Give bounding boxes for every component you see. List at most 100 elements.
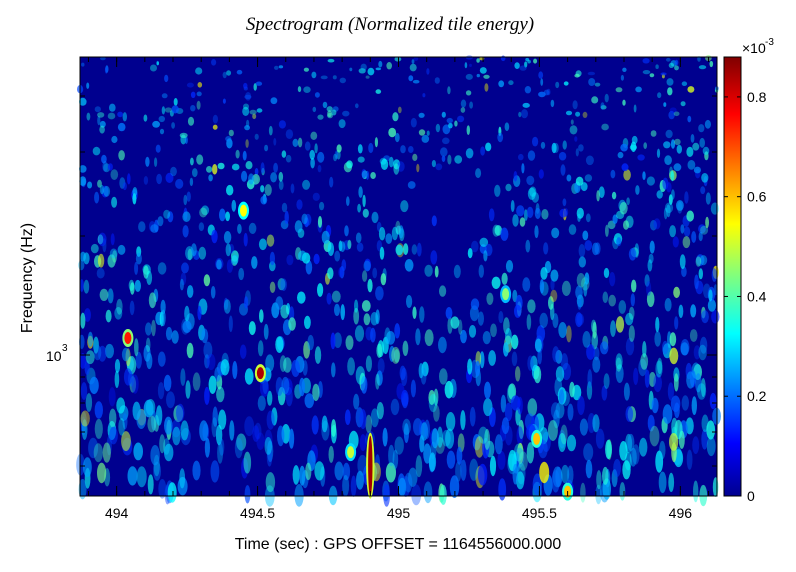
spectrogram-tile xyxy=(415,455,423,478)
spectrogram-tile xyxy=(376,343,383,358)
spectrogram-tile xyxy=(212,114,218,124)
spectrogram-tile xyxy=(604,93,609,103)
x-tick-label: 494.5 xyxy=(240,505,275,521)
spectrogram-tile xyxy=(594,82,601,87)
spectrogram-tile xyxy=(501,417,510,435)
spectrogram-tile xyxy=(412,79,420,84)
spectrogram-tile xyxy=(171,330,179,344)
spectrogram-tile xyxy=(711,310,720,324)
spectrogram-tile xyxy=(158,115,165,123)
spectrogram-tile xyxy=(485,142,492,152)
spectrogram-tile xyxy=(555,366,565,382)
spectrogram-tile xyxy=(380,273,387,286)
spectrogram-tile xyxy=(278,120,286,129)
spectrogram-tile xyxy=(226,184,234,196)
spectrogram-tile xyxy=(707,299,717,312)
spectrogram-tile xyxy=(702,146,710,155)
spectrogram-tile xyxy=(584,240,593,251)
spectrogram-tile xyxy=(601,385,608,401)
spectrogram-tile xyxy=(291,359,300,377)
spectrogram-tile xyxy=(386,61,393,70)
spectrogram-tile xyxy=(445,307,453,319)
spectrogram-tile xyxy=(561,362,572,381)
spectrogram-tile xyxy=(396,383,405,400)
spectrogram-tile xyxy=(674,316,679,330)
spectrogram-tile xyxy=(686,371,695,389)
spectrogram-tile xyxy=(195,67,203,75)
spectrogram-tile xyxy=(105,309,112,323)
spectrogram-tile xyxy=(426,68,430,75)
spectrogram-tile xyxy=(570,119,574,125)
spectrogram-tile xyxy=(344,409,351,426)
spectrogram-tile xyxy=(669,347,679,365)
spectrogram-tile xyxy=(245,161,253,170)
spectrogram-tile xyxy=(278,65,284,69)
hotspot-4 xyxy=(533,432,541,445)
spectrogram-tile xyxy=(543,242,549,255)
spectrogram-tile xyxy=(171,122,176,129)
spectrogram-tile xyxy=(560,424,568,445)
spectrogram-tile xyxy=(342,110,350,117)
spectrogram-tile xyxy=(628,306,635,320)
spectrogram-tile xyxy=(558,151,567,161)
spectrogram-tile xyxy=(406,295,413,308)
spectrogram-tile xyxy=(186,342,194,359)
spectrogram-tile xyxy=(79,176,87,187)
spectrogram-tile xyxy=(305,260,313,275)
spectrogram-tile xyxy=(375,67,382,71)
spectrogram-tile xyxy=(88,437,99,459)
spectrogram-tile xyxy=(576,207,584,219)
spectrogram-tile xyxy=(107,163,113,171)
spectrogram-tile xyxy=(93,336,99,354)
spectrogram-tile xyxy=(668,62,675,68)
spectrogram-tile xyxy=(424,264,433,277)
spectrogram-tile xyxy=(646,281,652,296)
spectrogram-tile xyxy=(664,202,674,214)
spectrogram-tile xyxy=(546,88,551,96)
spectrogram-tile xyxy=(697,383,707,400)
spectrogram-tile xyxy=(185,380,191,399)
spectrogram-tile xyxy=(275,377,284,396)
spectrogram-tile xyxy=(93,344,102,361)
spectrogram-tile xyxy=(79,353,87,369)
spectrogram-tile xyxy=(664,155,672,166)
hotspot-6 xyxy=(347,446,355,459)
spectrogram-tile xyxy=(225,243,231,257)
hotspot-1 xyxy=(256,367,264,380)
spectrogram-tile xyxy=(93,443,103,463)
spectrogram-tile xyxy=(218,409,227,430)
spectrogram-tile xyxy=(89,376,99,395)
spectrogram-tile xyxy=(117,244,126,255)
spectrogram-tile xyxy=(526,314,532,330)
colorbar: 0 0.2 0.4 0.6 0.8 ×10 -3 xyxy=(723,37,774,504)
spectrogram-tile xyxy=(500,55,506,62)
spectrogram-tile xyxy=(492,224,500,237)
spectrogram-tile xyxy=(99,125,105,134)
spectrogram-tile xyxy=(236,433,247,451)
spectrogram-tile xyxy=(96,267,105,279)
spectrogram-tile xyxy=(312,192,320,201)
spectrogram-tile xyxy=(669,332,677,347)
spectrogram-tile xyxy=(622,67,627,73)
spectrogram-tile xyxy=(560,164,566,176)
spectrogram-tile xyxy=(512,463,519,485)
spectrogram-tile xyxy=(277,425,285,447)
spectrogram-tile xyxy=(445,412,456,432)
spectrogram-tile xyxy=(212,164,218,175)
spectrogram-tile xyxy=(408,146,414,153)
spectrogram-tile xyxy=(656,190,663,199)
spectrogram-tile xyxy=(184,136,188,144)
spectrogram-tile xyxy=(375,373,380,390)
spectrogram-tile xyxy=(565,110,573,116)
spectrogram-tile xyxy=(674,138,681,146)
spectrogram-tile xyxy=(90,243,99,254)
spectrogram-tile xyxy=(362,208,369,218)
spectrogram-tile xyxy=(356,242,364,252)
spectrogram-tile xyxy=(564,208,569,217)
spectrogram-tile xyxy=(304,393,315,409)
spectrogram-tile xyxy=(294,484,304,507)
spectrogram-tile xyxy=(382,427,388,447)
spectrogram-tile xyxy=(410,379,416,398)
spectrogram-tile xyxy=(254,422,262,440)
spectrogram-tile xyxy=(664,298,672,312)
